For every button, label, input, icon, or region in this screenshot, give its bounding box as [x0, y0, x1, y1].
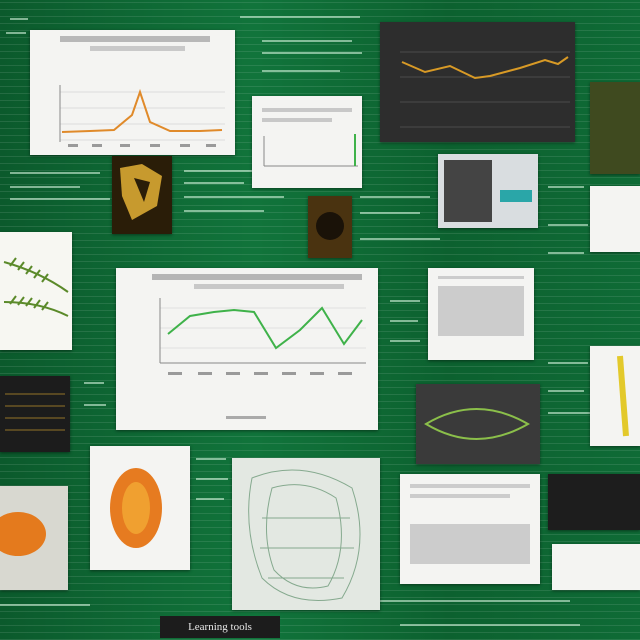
- wireframe-mesh-illustration: [232, 458, 380, 610]
- orange-cell-diagram-left: [0, 486, 68, 590]
- learning-tools-banner: Learning tools: [160, 616, 280, 638]
- small-bar-chart: [252, 96, 362, 188]
- orange-line-chart: [30, 30, 235, 155]
- yellow-plant-diagram: [590, 346, 640, 446]
- device-photo: [438, 154, 538, 228]
- bottom-chart-document: [400, 474, 540, 584]
- table-document: [428, 268, 534, 360]
- dark-panel: [548, 474, 640, 530]
- dark-line-chart: [380, 22, 575, 142]
- orange-cell-diagram: [90, 446, 190, 570]
- orange-cell-photo: [112, 156, 172, 234]
- text-document: [590, 186, 640, 252]
- olive-photo: [590, 82, 640, 174]
- fern-leaf-photo: [0, 232, 72, 350]
- plant-structure-diagram: [416, 384, 540, 464]
- dark-sample-photo: [308, 196, 352, 258]
- text-slip: [552, 544, 640, 590]
- green-line-chart: [116, 268, 378, 430]
- dark-grid-photo: [0, 376, 70, 452]
